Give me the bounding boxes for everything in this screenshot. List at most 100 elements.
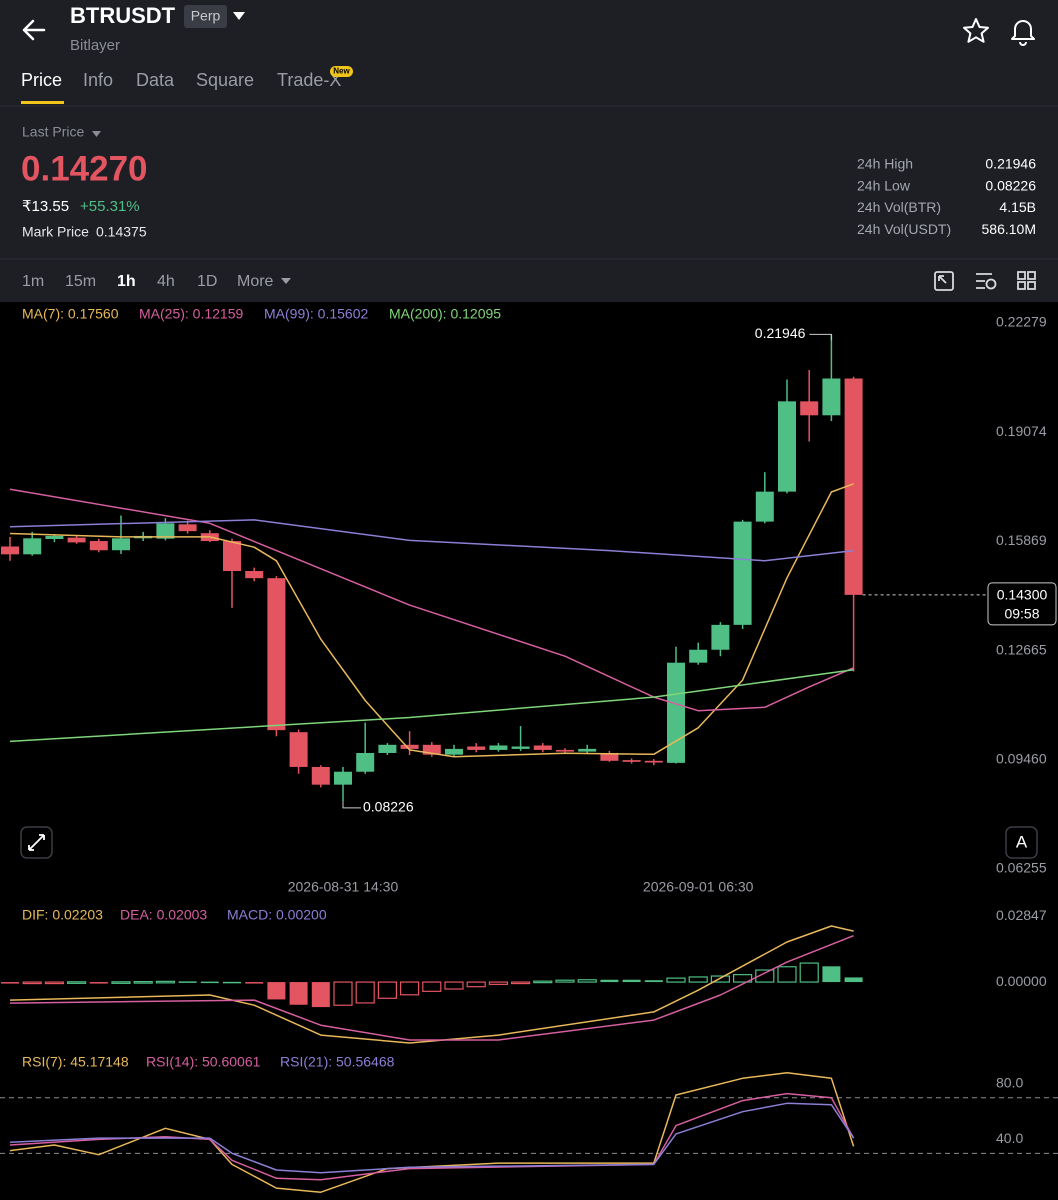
tab[interactable]: Trade-X [277,70,341,90]
indicator-line [9,1092,855,1181]
macd-bar [89,982,108,984]
interval-option[interactable]: 1D [197,273,217,290]
candle-body [800,401,819,416]
candle-body [556,749,574,752]
x-tick-label: 2026-08-31 14:30 [288,879,399,895]
tab[interactable]: Data [136,70,175,90]
stat-label: 24h High [857,156,913,172]
y-tick-label: 0.09460 [996,750,1047,766]
interval-option[interactable]: 1h [117,273,136,290]
macd-bar [111,981,131,984]
candle-body [533,745,552,750]
macd-bar [822,966,841,983]
tool-icon [934,271,954,291]
candle-body [467,746,486,750]
macd-bar [22,981,42,985]
y-tick-label: 0.22279 [996,314,1047,330]
last-price-label[interactable]: Last Price [22,124,84,140]
macd-bar [422,981,442,992]
candle-body [689,649,708,663]
y-tick-label: 0.15869 [996,532,1047,548]
candle-body [89,541,108,551]
macd-bar [777,966,797,983]
macd-bar [377,981,397,999]
stat-value: 0.08226 [985,177,1036,193]
macd-bar [710,975,731,983]
candle-body [67,537,86,543]
macd-bar [488,981,508,985]
macd-bar [289,982,308,1005]
stat-label: 24h Low [857,177,911,193]
tool-icon [985,278,997,290]
exchange-name: Bitlayer [70,37,120,54]
macd-bar [44,981,65,985]
interval-option[interactable]: 4h [157,273,175,290]
stat-value: 4.15B [999,199,1036,215]
stat-value: 0.21946 [985,156,1036,172]
macd-bar [644,980,663,983]
tool-icon [938,275,947,284]
macd-bar [200,981,219,984]
macd-bar [355,981,375,1004]
y-tick-label: 0.19074 [996,423,1047,439]
new-badge-bg [330,66,353,77]
candle-body [778,401,796,492]
expand-button[interactable] [20,826,53,859]
indicator-line [9,483,854,758]
interval-option[interactable]: 1m [22,273,44,290]
y-tick-label: 0.02847 [996,907,1047,923]
legend-item: MA(7): 0.17560 [22,306,119,322]
expand-icon [28,834,45,851]
macd-bar [622,979,641,983]
symbol-dropdown[interactable] [233,12,245,20]
more-dropdown[interactable] [281,278,291,284]
candle-body [245,571,264,579]
candle-body [378,744,397,753]
indicator-line [9,935,854,1041]
macd-bar [245,982,264,984]
price-tag-value: 0.14300 [997,587,1048,603]
macd-bar [732,974,753,983]
candle-body [445,748,463,755]
auto-button-bg [1005,826,1038,859]
high-annotation: 0.21946 [755,325,806,341]
last-price-dropdown[interactable] [92,131,101,137]
stats: 24h High 0.21946 24h Low 0.08226 24h Vol(BTR… [857,156,1036,237]
candle-body [223,541,241,572]
macd-bar [155,980,175,984]
macd-bar [688,976,708,983]
legend-item: RSI(21): 50.56468 [280,1054,395,1070]
tab[interactable]: Price [21,70,62,90]
candle-body [334,771,352,785]
mark-price: 0.14375 [96,224,147,240]
tab[interactable]: Info [83,70,113,90]
back-button[interactable] [22,19,46,41]
tab-underline [21,101,64,104]
alert-button[interactable] [1011,20,1035,46]
perp-badge: Perp [191,8,221,24]
macd-bar [533,980,553,984]
symbol-title[interactable]: BTRUSDT [70,3,176,28]
indicator-line [9,925,854,1044]
macd-bar [178,981,197,983]
macd-bar [844,977,863,983]
tab[interactable]: Square [196,70,254,90]
fullscreen-tool[interactable] [934,271,954,291]
macd-bar [799,962,819,983]
charts: 0.22279 0.19074 0.15869 0.12665 0.09460 0.062… [0,306,1058,1193]
indicator-tool[interactable] [976,273,997,290]
macd-bar [400,981,420,996]
annotation-leader [809,333,832,341]
auto-scale-button[interactable]: A [1016,832,1028,851]
candle-body [755,491,774,522]
bell-clapper [1019,41,1027,46]
tool-icon [1017,271,1026,280]
macd-bar [511,981,531,985]
interval-option[interactable]: 15m [65,273,96,290]
favorite-button[interactable] [963,18,989,43]
candle-body [356,752,375,772]
interval-option[interactable]: More [237,273,274,290]
macd-bar [444,981,464,990]
layout-tool[interactable] [1017,271,1036,290]
